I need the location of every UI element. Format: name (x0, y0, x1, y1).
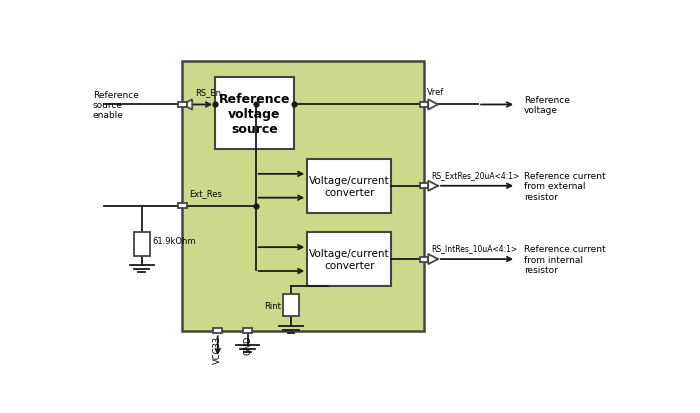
Bar (134, 232, 150, 256)
Bar (284, 294, 298, 317)
Bar (419, 184, 428, 189)
Text: Reference
voltage: Reference voltage (524, 95, 570, 115)
Text: Ext_Res: Ext_Res (190, 189, 223, 198)
Bar (307, 159, 391, 214)
Text: Rint: Rint (264, 301, 281, 310)
Text: Reference
voltage
source: Reference voltage source (218, 93, 290, 135)
Bar (178, 103, 187, 108)
Text: Reference current
from external
resistor: Reference current from external resistor (524, 171, 606, 201)
Text: Reference
source
enable: Reference source enable (93, 90, 139, 120)
Text: Voltage/current
converter: Voltage/current converter (309, 249, 390, 270)
Bar (307, 233, 391, 287)
Text: 61.9kOhm: 61.9kOhm (153, 237, 196, 245)
Polygon shape (183, 100, 193, 110)
Polygon shape (428, 100, 438, 110)
Bar (419, 103, 428, 108)
Polygon shape (428, 181, 438, 191)
Bar (419, 257, 428, 262)
Text: Vref: Vref (426, 88, 444, 97)
Text: RS_IntRes_10uA<4:1>: RS_IntRes_10uA<4:1> (431, 244, 517, 252)
Bar (183, 62, 424, 331)
Bar (243, 328, 252, 334)
Text: Reference current
from internal
resistor: Reference current from internal resistor (524, 244, 606, 274)
Bar (178, 204, 187, 209)
Text: RS_En: RS_En (195, 88, 221, 97)
Text: Voltage/current
converter: Voltage/current converter (309, 176, 390, 197)
Polygon shape (428, 254, 438, 265)
Text: VCC33: VCC33 (214, 335, 222, 363)
Bar (214, 328, 222, 334)
Text: RS_ExtRes_20uA<4:1>: RS_ExtRes_20uA<4:1> (431, 170, 519, 179)
Text: GND: GND (243, 335, 252, 354)
Bar (215, 78, 294, 150)
